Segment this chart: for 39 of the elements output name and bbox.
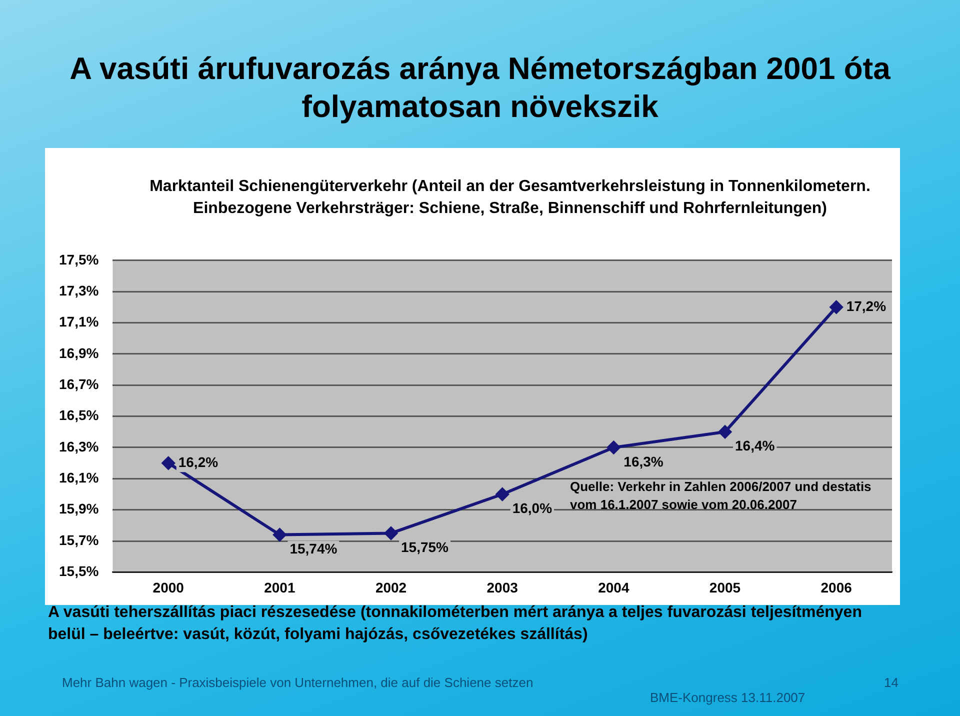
annotation: Quelle: Verkehr in Zahlen 2006/2007 und destatis vom 16.1.2007 sowie vom 20.06.2007 bbox=[570, 478, 872, 514]
y-tick-label: 17,3% bbox=[58, 282, 100, 298]
point bbox=[496, 488, 509, 501]
point bbox=[273, 528, 286, 542]
text: Mehr Bahn wagen - Praxisbeispiele von Unternehmen, die auf die Schiene setzen bbox=[62, 675, 534, 690]
x-tick-label: 2004 bbox=[598, 579, 630, 596]
text: A vasúti teherszállítás piaci részesedése (tonnakilométerben mért aránya a teljes fuvarozási teljesítményen belül – beleértve: vasút, közút, folyami hajózás, csővezetékes szállítás) bbox=[48, 603, 863, 645]
data-label: 17,2% bbox=[846, 298, 887, 314]
chart-title: A vasúti árufuvarozás aránya Németországban 2001 óta folyamatosan növekszik bbox=[68, 50, 892, 126]
data-label: 15,75% bbox=[401, 539, 450, 556]
y-tick-label: 16,3% bbox=[58, 438, 100, 454]
x-tick-label: 2006 bbox=[820, 579, 852, 596]
chart-subtitle: Marktanteil Schienengüterverkehr (Anteil an der Gesamtverkehrsleistung in Tonnenkilometern. Einbezogene Verkehrsträger: Schiene, Straße, Binnenschiff und Rohrfernleitungen) bbox=[148, 177, 872, 219]
y-tick-label: 16,9% bbox=[58, 344, 100, 361]
data-label: 16,3% bbox=[624, 453, 664, 470]
x-tick-label: 2002 bbox=[375, 579, 407, 596]
point bbox=[607, 440, 620, 454]
point bbox=[830, 300, 843, 314]
x-tick-label: 2000 bbox=[152, 579, 184, 596]
y-tick-label: 16,7% bbox=[58, 376, 100, 392]
data-label: 16,0% bbox=[512, 500, 553, 516]
x-tick-label: 2003 bbox=[486, 579, 518, 596]
text: BME-Kongress 13.11.2007 bbox=[650, 690, 806, 705]
y-tick-label: 15,9% bbox=[58, 500, 100, 517]
x-tick-label: 2005 bbox=[709, 579, 741, 596]
data-label: 15,74% bbox=[290, 540, 338, 557]
y-tick-label: 16,1% bbox=[58, 470, 100, 486]
point bbox=[718, 425, 732, 438]
y-tick-label: 15,7% bbox=[58, 532, 100, 548]
point bbox=[384, 526, 398, 540]
x-tick-label: 2001 bbox=[264, 579, 296, 596]
text: 14 bbox=[884, 675, 898, 690]
y-tick-label: 16,5% bbox=[58, 407, 100, 424]
data-label: 16,2% bbox=[178, 454, 219, 470]
y-tick-label: 17,5% bbox=[58, 251, 100, 268]
y-tick-label: 17,1% bbox=[58, 314, 100, 330]
point bbox=[162, 456, 175, 470]
data-label: 16,4% bbox=[735, 438, 776, 454]
y-tick-label: 15,5% bbox=[58, 563, 100, 580]
